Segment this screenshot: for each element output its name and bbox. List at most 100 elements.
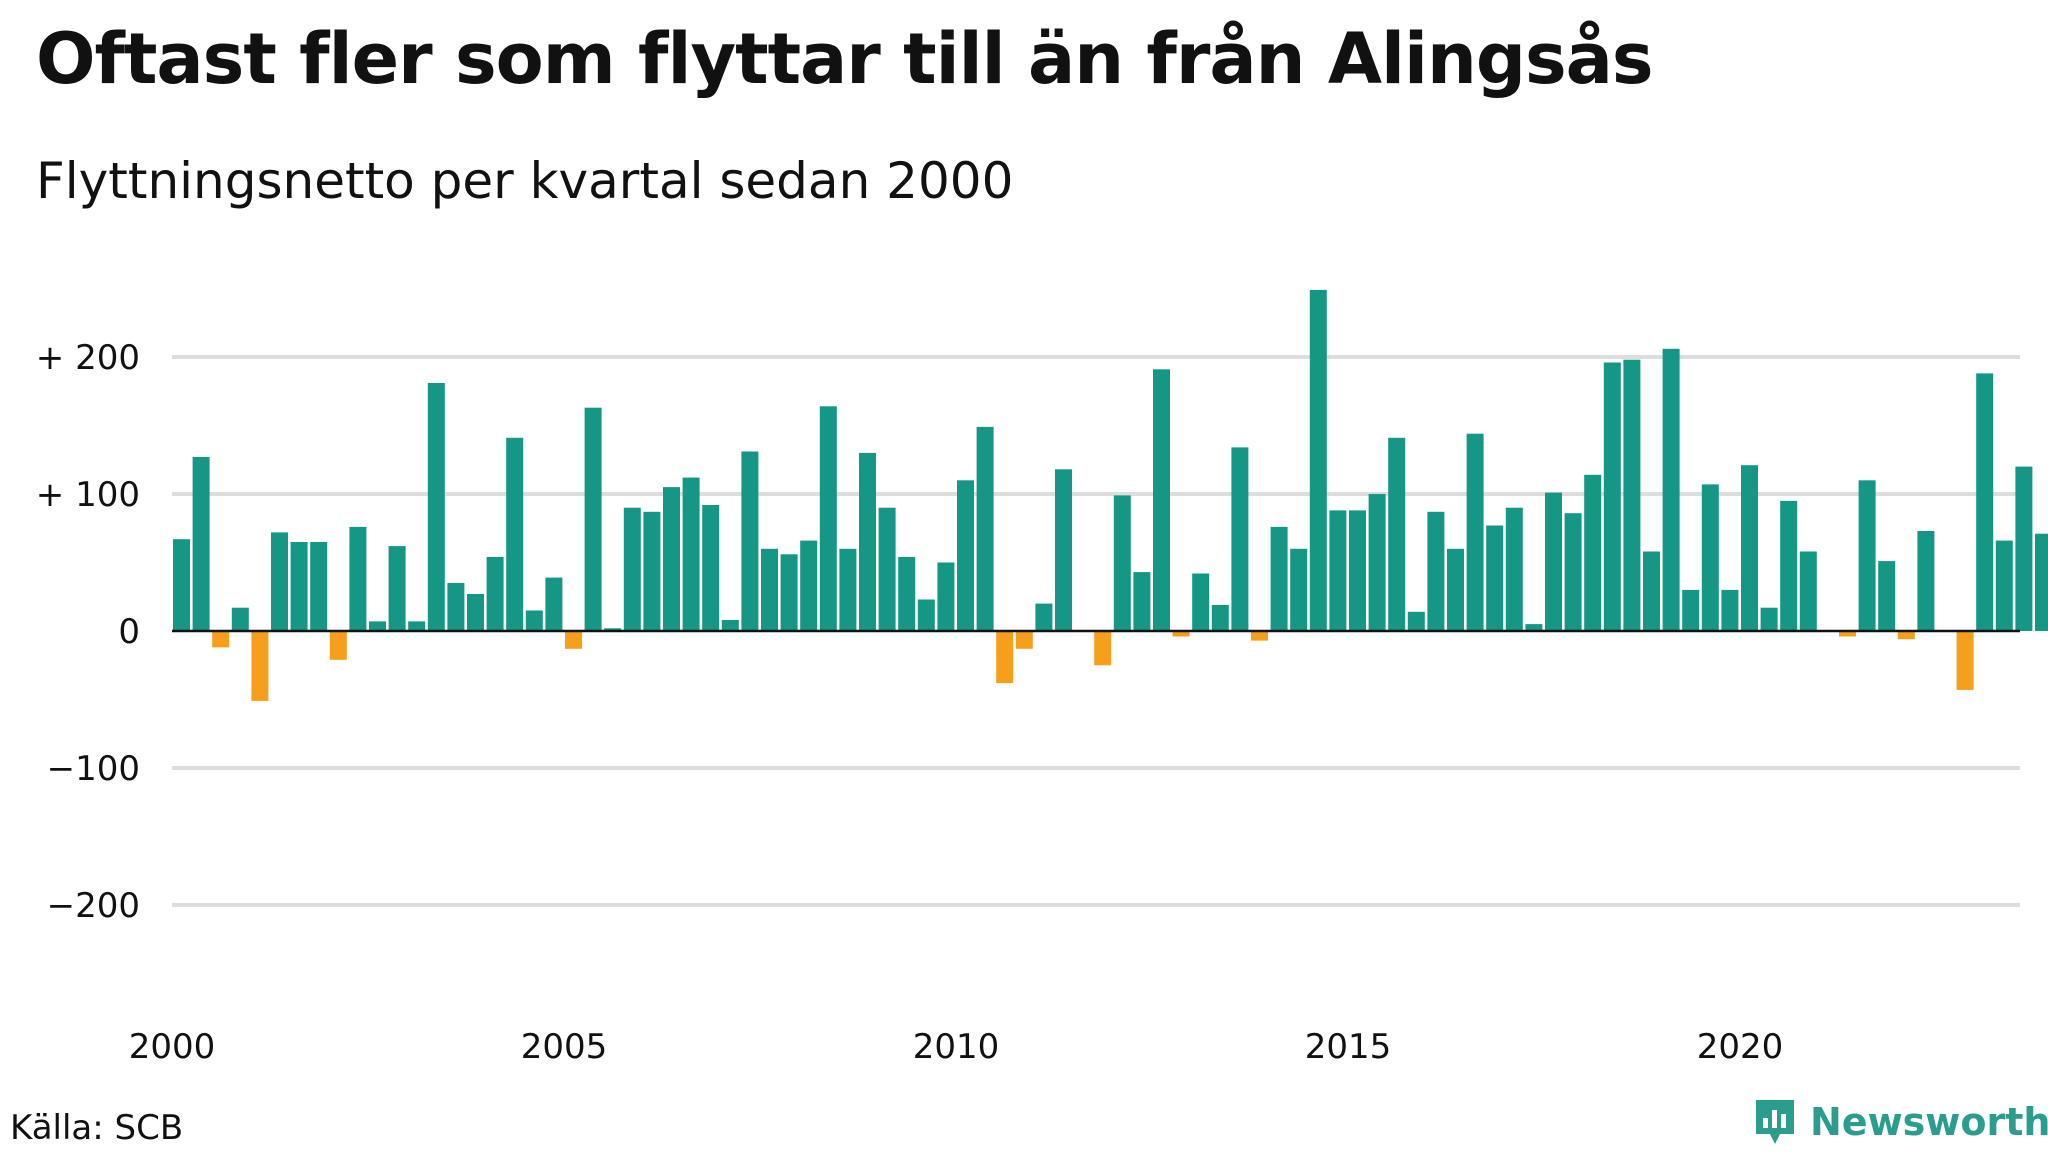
bar xyxy=(1799,551,1817,631)
bar xyxy=(408,621,426,631)
bar xyxy=(761,548,778,631)
bar-chart: + 200 + 100 0 −100 −200 2000 2005 2010 2015 2020 xyxy=(36,289,2048,1067)
bar xyxy=(604,628,622,631)
source-note: Källa: SCB xyxy=(10,1108,184,1148)
bar xyxy=(623,507,641,631)
bar xyxy=(447,583,465,631)
y-tick-label: 0 xyxy=(118,612,140,652)
bar xyxy=(1094,631,1112,666)
bar xyxy=(839,548,857,631)
bar xyxy=(584,407,602,631)
bar xyxy=(1858,480,1876,631)
bar xyxy=(290,542,308,632)
bar xyxy=(1113,495,1131,631)
bar xyxy=(427,383,445,631)
bar xyxy=(1780,500,1798,632)
bar xyxy=(1917,531,1935,631)
bar xyxy=(1427,511,1445,631)
bar xyxy=(741,451,759,631)
bar xyxy=(1701,484,1719,631)
x-axis: 2000 2005 2010 2015 2020 xyxy=(129,1027,1784,1067)
bar xyxy=(1603,362,1621,631)
x-tick-label: 2005 xyxy=(521,1027,608,1067)
bar xyxy=(1231,447,1249,631)
bar xyxy=(388,546,406,631)
y-tick-label: + 100 xyxy=(36,475,140,515)
bar xyxy=(1682,589,1700,631)
bar xyxy=(565,631,582,649)
bar xyxy=(898,557,916,631)
bar xyxy=(878,507,896,631)
bar xyxy=(1564,513,1582,631)
bar xyxy=(2035,533,2048,631)
bar xyxy=(212,631,230,648)
bar xyxy=(486,557,504,631)
bar xyxy=(937,562,955,631)
bar xyxy=(957,480,974,631)
bar xyxy=(251,631,269,701)
bar xyxy=(1897,631,1915,640)
bar xyxy=(1329,510,1347,631)
y-axis: + 200 + 100 0 −100 −200 xyxy=(36,338,140,926)
chart-subtitle: Flyttningsnetto per kvartal sedan 2000 xyxy=(36,152,1014,210)
bar xyxy=(1388,437,1406,631)
bar xyxy=(1251,631,1268,641)
bar xyxy=(1643,551,1660,631)
bar xyxy=(271,532,288,631)
bar xyxy=(643,511,661,631)
bar xyxy=(1211,605,1229,631)
bar xyxy=(1407,611,1425,631)
bar xyxy=(525,610,543,632)
bar xyxy=(1192,573,1210,631)
bar xyxy=(682,477,700,631)
bar xyxy=(1447,548,1464,631)
bar xyxy=(1309,289,1327,631)
bar xyxy=(1662,348,1680,631)
bar xyxy=(1525,624,1543,631)
bar xyxy=(1839,631,1856,637)
bar xyxy=(1290,548,1308,631)
x-tick-label: 2020 xyxy=(1697,1027,1784,1067)
y-tick-label: −100 xyxy=(47,749,140,789)
bar xyxy=(310,542,328,632)
y-tick-label: + 200 xyxy=(36,338,140,378)
bar xyxy=(1270,526,1288,631)
bar xyxy=(1623,359,1641,631)
chart-title: Oftast fler som flyttar till än från Ali… xyxy=(36,18,1654,100)
bar xyxy=(1721,589,1739,631)
bar xyxy=(349,526,367,631)
bar xyxy=(1545,492,1562,631)
x-tick-label: 2000 xyxy=(129,1027,216,1067)
bar xyxy=(976,426,994,631)
bar xyxy=(996,631,1014,684)
bar xyxy=(2015,466,2033,631)
bar xyxy=(1368,494,1386,631)
bar xyxy=(329,631,347,660)
bar xyxy=(192,457,210,631)
bar xyxy=(702,505,720,631)
bar xyxy=(1878,561,1896,631)
y-tick-label: −200 xyxy=(47,886,140,926)
bar xyxy=(369,621,386,631)
bar xyxy=(1584,474,1602,631)
brand-logo: Newsworthy xyxy=(1752,1096,2048,1148)
newsworthy-logo-icon xyxy=(1756,1100,1794,1144)
bar xyxy=(1760,607,1778,631)
bar xyxy=(780,554,798,631)
bar xyxy=(1153,369,1170,631)
bar xyxy=(1505,507,1523,631)
x-tick-label: 2010 xyxy=(913,1027,1000,1067)
bar xyxy=(1466,433,1484,631)
bar xyxy=(1349,510,1366,631)
bar xyxy=(1486,525,1504,631)
bar xyxy=(917,599,935,631)
bar xyxy=(1172,631,1190,637)
bar xyxy=(1976,373,1994,631)
bar xyxy=(859,452,876,631)
bar xyxy=(1995,540,2013,631)
bar xyxy=(467,594,484,631)
bar xyxy=(819,406,837,631)
bar xyxy=(545,577,563,631)
bar xyxy=(1055,469,1072,631)
bars xyxy=(173,289,2048,701)
